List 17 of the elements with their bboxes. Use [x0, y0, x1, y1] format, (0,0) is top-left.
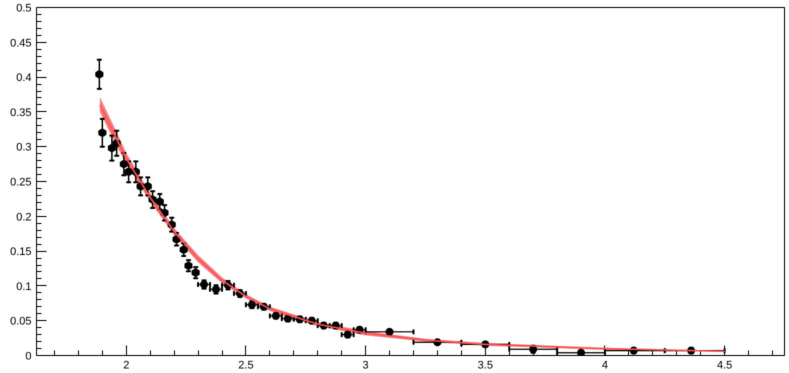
y-tick-label: 0.5 [16, 2, 32, 14]
y-tick-label: 0.1 [16, 280, 32, 293]
y-tick-label: 0.4 [16, 72, 32, 84]
x-tick-label: 4.5 [717, 360, 732, 372]
y-tick-label: 0.15 [10, 246, 32, 258]
x-tick-label: 2 [123, 360, 130, 372]
x-tick-label: 2.5 [238, 360, 254, 372]
x-tick-label: 3 [362, 360, 369, 372]
y-tick-label: 0 [25, 350, 32, 362]
y-tick-label: 0.3 [16, 142, 32, 154]
y-tick-label: 0.45 [10, 37, 32, 50]
x-tick-label: 4 [602, 360, 608, 372]
y-tick-label: 0.25 [10, 176, 32, 188]
y-tick-label: 0.2 [16, 211, 32, 224]
x-tick-label: 3.5 [478, 360, 493, 372]
y-tick-label: 0.35 [10, 106, 32, 119]
y-tick-label: 0.05 [10, 316, 32, 328]
